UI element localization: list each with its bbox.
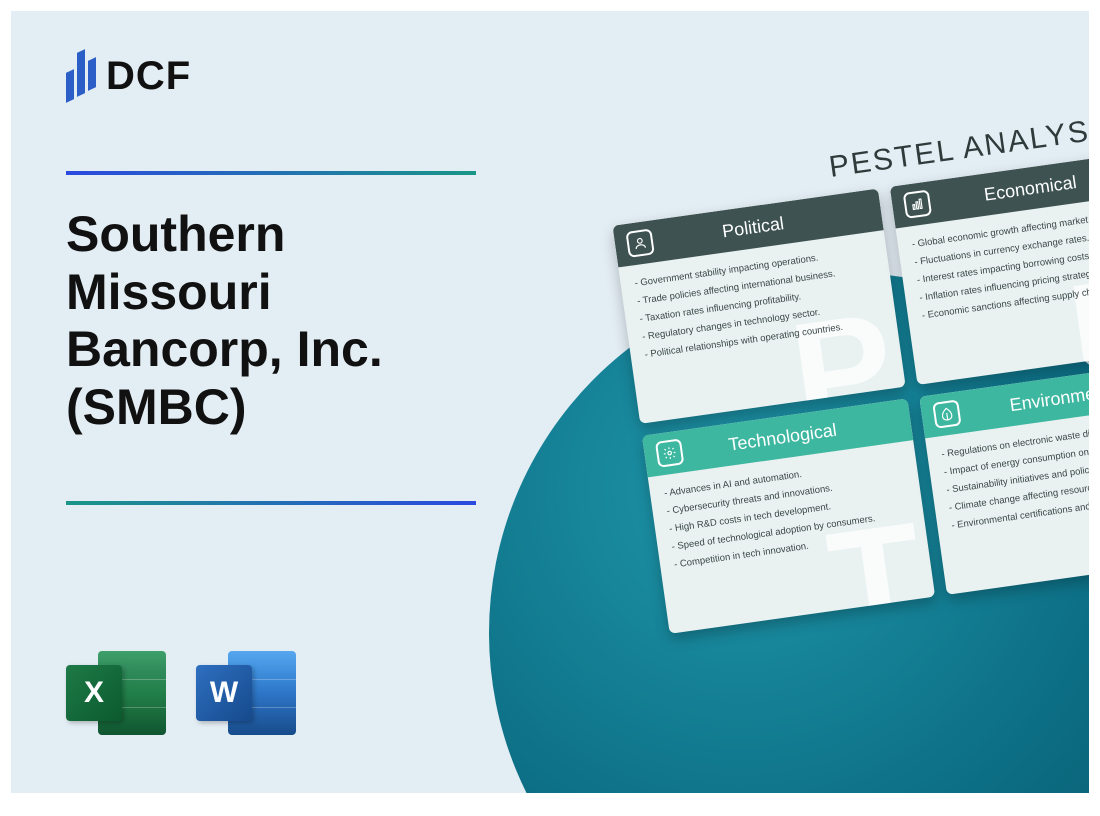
card-environment: Environment E Regulations on electronic …	[919, 360, 1089, 595]
person-icon	[625, 228, 654, 257]
excel-icon: X	[66, 643, 166, 743]
chart-icon	[903, 190, 932, 219]
gear-icon	[655, 438, 684, 467]
excel-letter: X	[66, 665, 122, 721]
card-economical: Economical E Global economic growth affe…	[890, 150, 1089, 385]
logo-text: DCF	[106, 54, 191, 99]
leaf-icon	[932, 399, 961, 428]
canvas: DCF Southern Missouri Bancorp, Inc. (SMB…	[11, 11, 1089, 793]
pestel-analysis: PESTEL ANALYSIS Political P Government s…	[606, 106, 1089, 634]
divider-top	[66, 171, 476, 175]
word-letter: W	[196, 665, 252, 721]
divider-bottom	[66, 501, 476, 505]
card-political: Political P Government stability impacti…	[612, 189, 905, 424]
page-title: Southern Missouri Bancorp, Inc. (SMBC)	[66, 206, 496, 436]
card-technological: Technological T Advances in AI and autom…	[642, 398, 935, 633]
card-title: Environment	[968, 375, 1089, 421]
logo-bars-icon	[66, 51, 96, 101]
word-icon: W	[196, 643, 296, 743]
logo: DCF	[66, 51, 191, 101]
app-icons: X W	[66, 643, 296, 743]
pestel-grid: Political P Government stability impacti…	[612, 150, 1089, 634]
